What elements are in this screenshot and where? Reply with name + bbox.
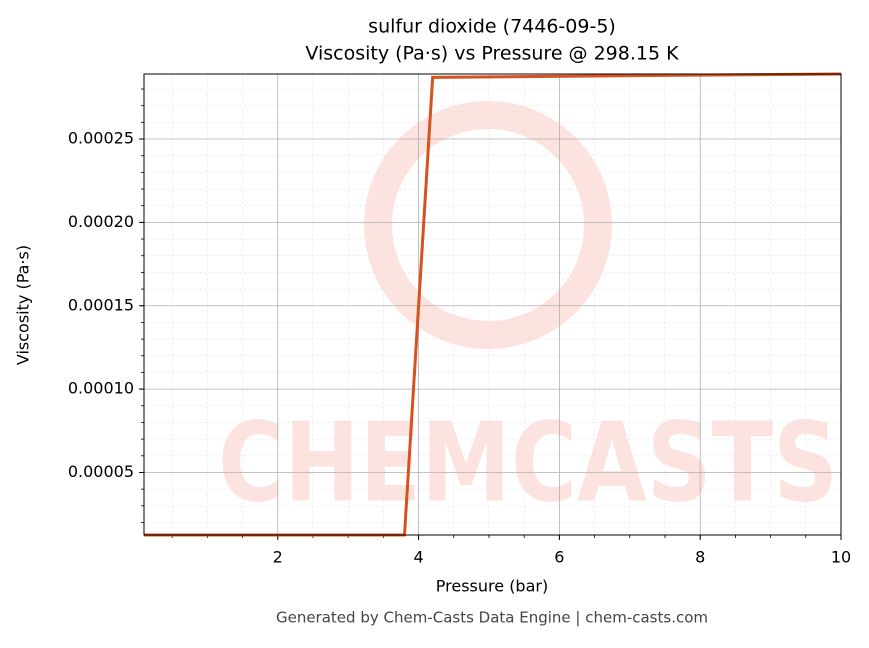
chart-subtitle: Viscosity (Pa·s) vs Pressure @ 298.15 K [305, 43, 679, 65]
chart-title: sulfur dioxide (7446-09-5) [368, 16, 616, 38]
watermark-logo [364, 101, 612, 349]
x-tick-label: 10 [831, 548, 851, 567]
x-tick-label: 8 [695, 548, 705, 567]
y-axis-label: Viscosity (Pa·s) [14, 245, 33, 365]
watermark: CHEMCASTS [218, 398, 838, 526]
x-tick-label: 6 [554, 548, 564, 567]
y-tick-label: 0.00015 [68, 295, 134, 314]
y-tick-label: 0.00010 [68, 379, 134, 398]
x-tick-label: 2 [273, 548, 283, 567]
y-tick-label: 0.00020 [68, 212, 134, 231]
plot-frame [143, 73, 842, 536]
y-tick-label: 0.00025 [68, 129, 134, 148]
y-tick-label: 0.00005 [68, 462, 134, 481]
x-tick-label: 4 [413, 548, 423, 567]
x-axis-label: Pressure (bar) [436, 577, 548, 596]
footer: Generated by Chem-Casts Data Engine | ch… [276, 609, 708, 627]
